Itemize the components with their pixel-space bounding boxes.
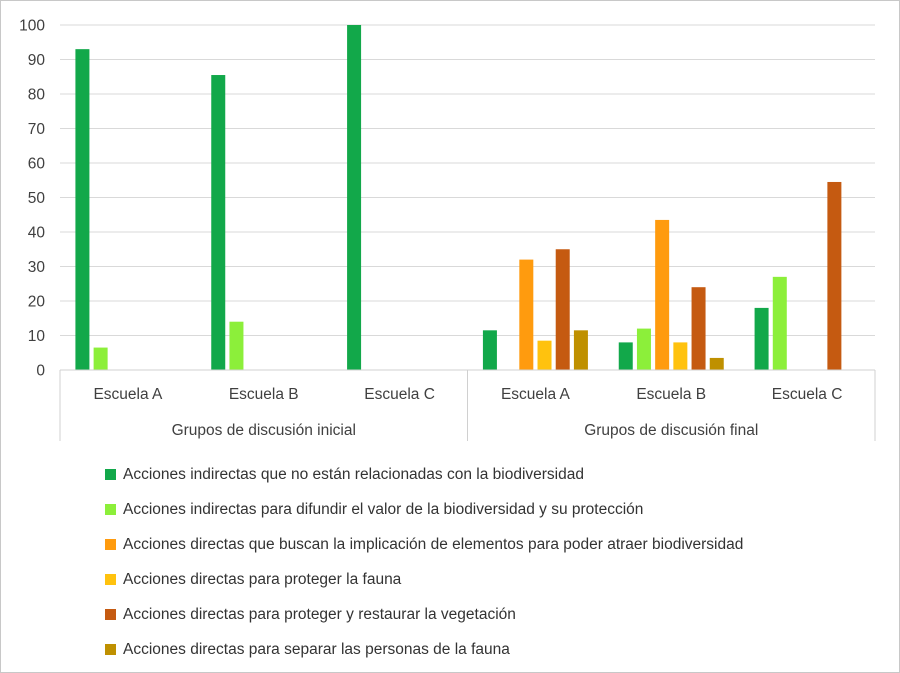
legend-swatch — [105, 539, 116, 550]
x-category-label: Escuela A — [501, 386, 571, 403]
bar — [75, 49, 90, 371]
bar — [618, 342, 633, 370]
x-category-label: Escuela C — [772, 386, 843, 403]
legend-label: Acciones indirectas para difundir el val… — [123, 500, 644, 518]
legend-item: Acciones directas que buscan la implicac… — [105, 527, 885, 562]
legend-swatch — [105, 609, 116, 620]
legend-swatch — [105, 504, 116, 515]
legend-label: Acciones directas que buscan la implicac… — [123, 535, 744, 553]
y-tick-label: 100 — [19, 18, 45, 35]
bar — [691, 287, 706, 370]
legend-item: Acciones directas para proteger la fauna — [105, 562, 885, 597]
y-tick-label: 20 — [28, 294, 46, 311]
y-tick-label: 40 — [28, 225, 46, 242]
y-tick-label: 0 — [36, 363, 45, 380]
x-category-label: Escuela C — [364, 386, 435, 403]
legend-label: Acciones directas para proteger y restau… — [123, 605, 516, 623]
legend-swatch — [105, 574, 116, 585]
bar — [555, 249, 570, 370]
bar — [772, 276, 787, 370]
gridlines — [60, 24, 875, 336]
bar — [655, 219, 670, 370]
bar — [827, 181, 842, 370]
bar — [537, 340, 552, 370]
x-axis — [59, 369, 876, 441]
y-tick-label: 60 — [28, 156, 46, 173]
legend-item: Acciones indirectas para difundir el val… — [105, 492, 885, 527]
x-category-label: Escuela B — [229, 386, 299, 403]
bar — [93, 347, 108, 370]
legend-label: Acciones indirectas que no están relacio… — [123, 465, 584, 483]
y-tick-label: 30 — [28, 259, 46, 276]
x-group-label: Grupos de discusión inicial — [172, 422, 356, 439]
bar — [754, 307, 769, 370]
bar — [347, 25, 362, 370]
legend-item: Acciones indirectas que no están relacio… — [105, 457, 885, 492]
legend: Acciones indirectas que no están relacio… — [105, 457, 885, 667]
bar — [519, 259, 534, 370]
y-tick-label: 80 — [28, 87, 46, 104]
bar — [211, 75, 226, 371]
legend-label: Acciones directas para separar las perso… — [123, 640, 510, 658]
y-axis-ticks: 0 10 20 30 40 50 60 70 80 90 100 — [19, 18, 45, 380]
legend-swatch — [105, 469, 116, 480]
bar — [229, 321, 244, 370]
x-axis-labels: Escuela A Escuela B Escuela C Grupos de dis… — [93, 386, 842, 439]
y-tick-label: 50 — [28, 190, 46, 207]
y-tick-label: 10 — [28, 328, 46, 345]
x-category-label: Escuela B — [636, 386, 706, 403]
bar — [482, 330, 497, 370]
legend-item: Acciones directas para separar las perso… — [105, 632, 885, 667]
bar — [636, 328, 651, 370]
x-group-label: Grupos de discusión final — [584, 422, 758, 439]
bar — [709, 357, 724, 370]
bars — [75, 25, 842, 371]
x-category-label: Escuela A — [93, 386, 163, 403]
legend-swatch — [105, 644, 116, 655]
bar — [573, 330, 588, 370]
y-tick-label: 70 — [28, 121, 46, 138]
legend-label: Acciones directas para proteger la fauna — [123, 570, 402, 588]
bar — [673, 342, 688, 370]
legend-item: Acciones directas para proteger y restau… — [105, 597, 885, 632]
y-tick-label: 90 — [28, 52, 46, 69]
